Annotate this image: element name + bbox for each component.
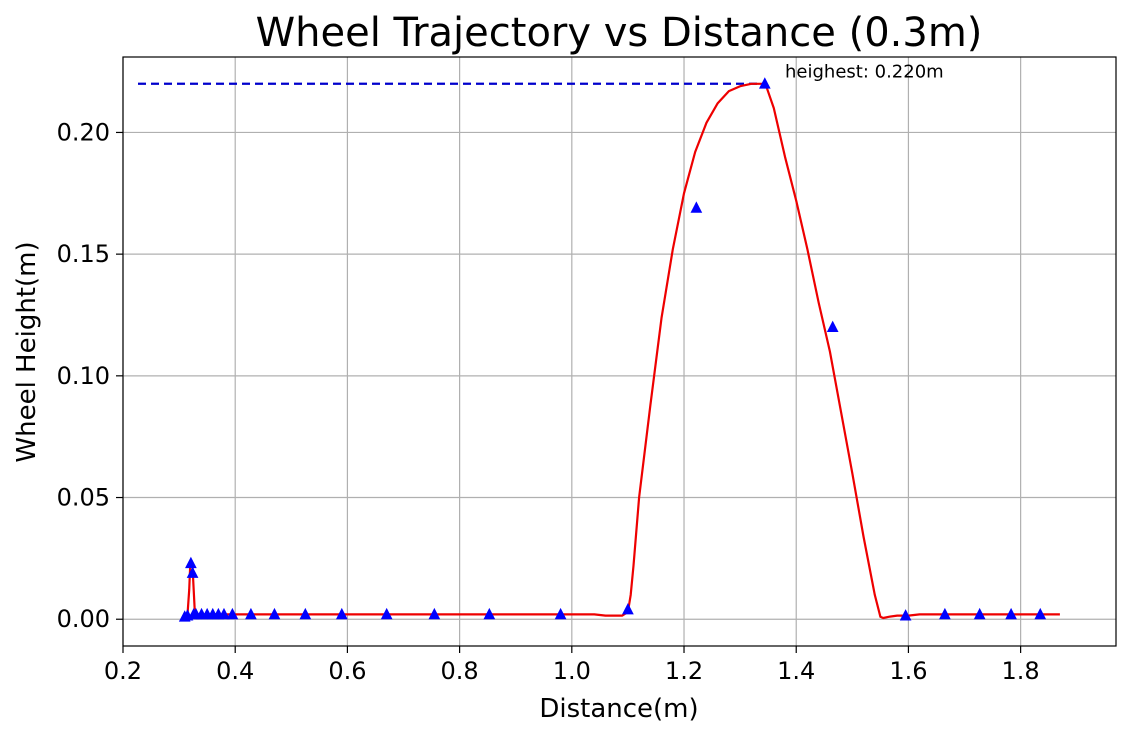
marker-group [178, 77, 1047, 622]
triangle-marker [186, 566, 199, 578]
x-tick-label: 1.2 [665, 657, 703, 685]
triangle-marker [826, 320, 839, 333]
trajectory-line [183, 82, 1060, 620]
triangle-marker [554, 607, 567, 620]
grid [122, 57, 1116, 646]
y-tick-label: 0.15 [57, 240, 110, 268]
triangle-marker [299, 607, 312, 620]
y-axis-ticks: 0.00 0.05 0.10 0.15 0.20 [57, 118, 123, 633]
x-axis-label: Distance(m) [539, 694, 698, 724]
triangle-marker [483, 607, 496, 620]
triangle-marker [226, 607, 239, 620]
x-tick-label: 0.2 [104, 657, 142, 685]
triangle-marker [1005, 607, 1017, 620]
y-tick-label: 0.20 [57, 118, 110, 146]
plot-frame [122, 56, 1117, 647]
triangle-marker [335, 607, 348, 620]
triangle-marker [973, 607, 986, 620]
y-axis-label: Wheel Height(m) [12, 241, 42, 462]
y-tick-label: 0.05 [57, 484, 110, 512]
trajectory-line-group [183, 82, 1060, 620]
triangle-marker [622, 602, 634, 615]
triangle-marker [690, 201, 703, 213]
x-tick-label: 0.4 [216, 657, 254, 685]
x-tick-label: 1.4 [777, 657, 815, 685]
y-tick-label: 0.00 [57, 605, 110, 633]
triangle-marker [380, 607, 393, 620]
triangle-marker [1034, 607, 1047, 620]
triangle-marker [428, 607, 441, 620]
triangle-marker [939, 607, 951, 620]
triangle-marker [185, 556, 197, 569]
x-axis-ticks: 0.2 0.4 0.6 0.8 1.0 1.2 1.4 1.6 1.8 [104, 646, 1040, 685]
x-tick-label: 0.6 [328, 657, 366, 685]
triangle-marker [758, 77, 771, 89]
chart-title: Wheel Trajectory vs Distance (0.3m) [256, 10, 983, 56]
annotations: heighest: 0.220m [785, 62, 944, 83]
triangle-marker [245, 607, 257, 620]
triangle-marker [268, 607, 281, 620]
triangle-marker [899, 609, 912, 621]
x-tick-label: 1.6 [889, 657, 927, 685]
max-height-annotation: heighest: 0.220m [785, 62, 944, 83]
triangle-marker [218, 607, 230, 620]
y-tick-label: 0.10 [57, 362, 110, 390]
x-tick-label: 1.8 [1002, 657, 1040, 685]
x-tick-label: 1.0 [553, 657, 591, 685]
x-tick-label: 0.8 [441, 657, 479, 685]
